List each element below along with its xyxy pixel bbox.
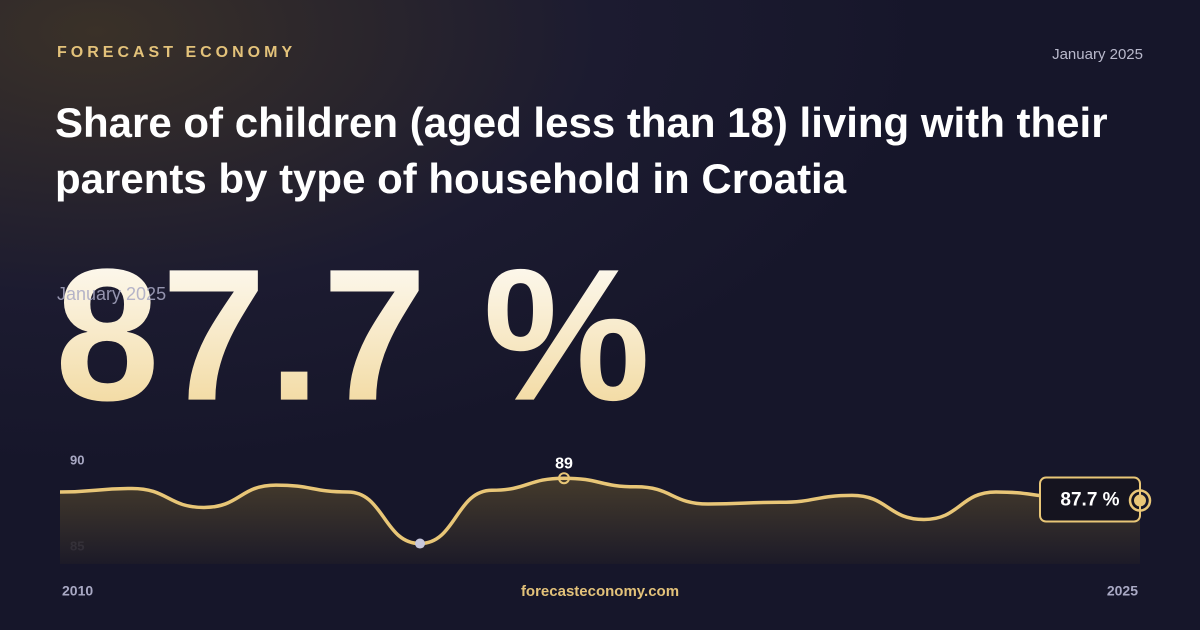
title: Share of children (aged less than 18) li… <box>55 99 1108 202</box>
footer-site: forecasteconomy.com <box>521 583 679 600</box>
end-marker-ring <box>1128 489 1152 512</box>
title-box: Share of children (aged less than 18) li… <box>55 99 1108 202</box>
headline-value: 87.7 % <box>55 230 652 440</box>
x-tick-label: 2010 <box>62 583 93 599</box>
headline-date: January 2025 <box>57 284 166 304</box>
max-label: 89 <box>555 455 573 472</box>
y-tick-label: 90 <box>70 452 84 467</box>
end-marker <box>1134 494 1146 507</box>
max-marker <box>558 472 570 485</box>
brand: FORECAST ECONOMY <box>57 44 296 61</box>
end-label: 87.7 % <box>1060 490 1119 511</box>
min-marker <box>415 538 425 549</box>
line <box>59 476 1141 546</box>
x-tick-label: 2025 <box>1107 583 1138 599</box>
date: January 2025 <box>1052 46 1143 63</box>
